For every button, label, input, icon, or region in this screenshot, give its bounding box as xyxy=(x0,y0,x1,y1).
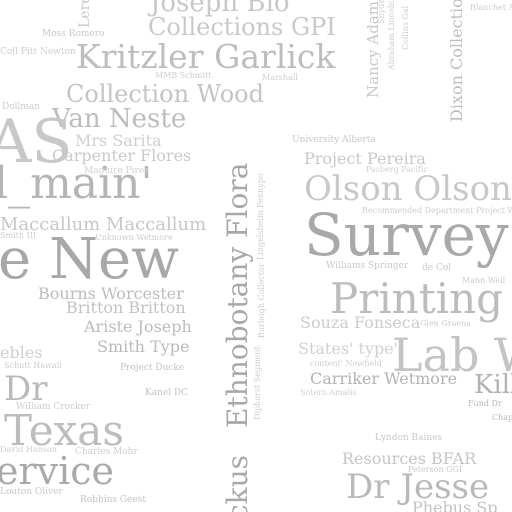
cloud-word: Smith III xyxy=(0,231,37,240)
cloud-word: l_main' xyxy=(0,158,153,209)
cloud-word: Printing xyxy=(330,274,504,323)
cloud-word: de Col xyxy=(422,263,452,273)
cloud-word: Lab W xyxy=(392,328,512,382)
cloud-word: Blanchet A xyxy=(470,3,512,12)
cloud-word: ervice xyxy=(0,449,115,493)
cloud-word: Bourns Worcester xyxy=(38,284,184,303)
cloud-word: Olson Olson xyxy=(304,169,512,209)
cloud-word: MMB Schmitt xyxy=(155,71,212,80)
cloud-word: University Alberta xyxy=(292,135,376,145)
cloud-word: Texas xyxy=(4,406,124,455)
cloud-word: Schutt Hawaii xyxy=(4,361,62,370)
cloud-word: Lere xyxy=(77,0,93,28)
cloud-word: Carriker Wetmore xyxy=(310,369,458,388)
cloud-word: Lingelsheim Pennypo xyxy=(256,173,265,260)
cloud-word: Dr Jesse xyxy=(346,467,490,507)
cloud-word: Diphorst Segment xyxy=(253,346,262,420)
cloud-word: Survey xyxy=(304,201,509,269)
cloud-word: David Hanson xyxy=(0,445,57,454)
cloud-word: Smith Type xyxy=(97,337,190,356)
cloud-word: Britton Britton xyxy=(66,298,186,317)
cloud-word: Maccallum Maccallum xyxy=(0,214,207,235)
cloud-word: Unknown Wetmore xyxy=(95,233,173,242)
cloud-word: AS xyxy=(0,107,73,177)
cloud-word: Louton Oliver xyxy=(0,487,63,497)
cloud-word: Moss Romero xyxy=(42,29,105,39)
cloud-word: Snyder xyxy=(377,0,386,24)
cloud-word: Souza Fonseca xyxy=(300,313,421,332)
cloud-word: Kritzler Garlick xyxy=(76,37,336,76)
cloud-word: Dixon Collection xyxy=(447,0,466,122)
cloud-word: Burleigh Collector xyxy=(257,263,266,338)
cloud-word: Sotero Amalis xyxy=(300,388,357,397)
cloud-word: Robbins Geest xyxy=(80,495,146,505)
cloud-word: Chap xyxy=(492,413,512,422)
cloud-word: Dollman xyxy=(2,102,41,112)
cloud-word: Abraham Lincoln xyxy=(387,0,396,70)
cloud-word: Resources BFAR xyxy=(342,449,477,468)
cloud-word: Pasberg Pacific xyxy=(366,165,428,174)
cloud-word: States' type' xyxy=(298,339,399,358)
cloud-word: Charles Mohr xyxy=(75,447,138,457)
cloud-word: Project Ducke xyxy=(120,363,185,373)
cloud-word: Kanel DC xyxy=(145,388,189,398)
cloud-word: Dr xyxy=(4,369,48,409)
cloud-word: Phebus Sp xyxy=(412,498,498,512)
cloud-word: Recommended Department Project W xyxy=(362,206,512,215)
cloud-word: Mann Well xyxy=(462,276,506,285)
cloud-word: Williams Springer xyxy=(326,261,409,271)
cloud-word: Glen Graena xyxy=(420,319,472,328)
cloud-word: Ethnobotany Flora xyxy=(221,162,254,428)
cloud-word: Project Pereira xyxy=(304,149,426,168)
cloud-word: Collections GPI xyxy=(148,13,336,41)
cloud-word: Maguire Pires xyxy=(84,166,149,176)
cloud-word: Kill xyxy=(474,370,512,400)
cloud-word: Marshall xyxy=(262,73,298,82)
cloud-word: ebles xyxy=(0,343,43,362)
cloud-word: Peterson GGI xyxy=(408,465,463,474)
cloud-word: e New xyxy=(0,227,180,292)
cloud-word: ckus xyxy=(221,454,254,512)
cloud-word: content' Newfield xyxy=(310,359,382,368)
cloud-word: Collins Gal xyxy=(401,5,410,50)
cloud-word: Coll Pitt Newton xyxy=(0,47,76,57)
cloud-word: Fund Dr xyxy=(468,399,502,408)
cloud-word: Ariste Joseph xyxy=(84,317,192,336)
cloud-word: Collection Wood xyxy=(66,80,264,108)
cloud-word: Carpenter Flores xyxy=(52,146,192,165)
cloud-word: William Crocker xyxy=(16,402,91,412)
cloud-word: Van Neste xyxy=(52,104,187,134)
cloud-word: Lyndon Baines xyxy=(375,433,443,443)
cloud-word: Mrs Sarita xyxy=(75,131,162,150)
cloud-word: Joseph Bio xyxy=(150,0,290,18)
